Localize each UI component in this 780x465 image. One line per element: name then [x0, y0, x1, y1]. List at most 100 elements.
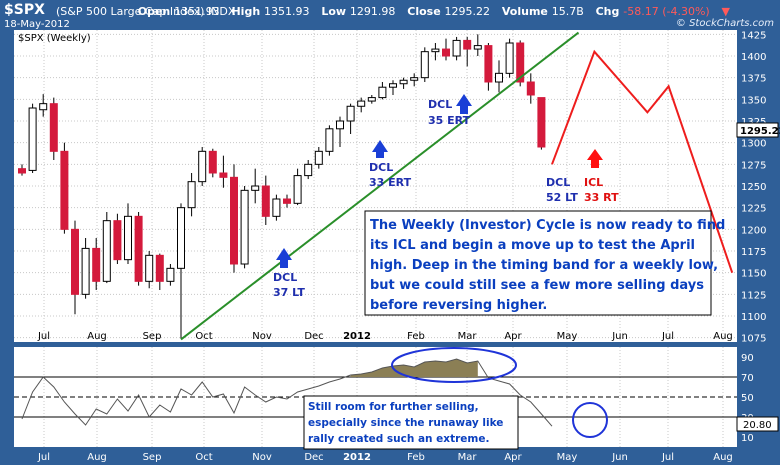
- copyright-notice: © StockCharts.com: [675, 18, 774, 29]
- low-label: Low: [321, 5, 347, 18]
- cycle-label-dcl-37-detail: 37 LT: [273, 286, 305, 299]
- cycle-label-dcl-52-name: DCL: [546, 176, 570, 189]
- month-label: May: [557, 452, 578, 463]
- candle-body: [367, 97, 376, 102]
- cycle-label-dcl-37-name: DCL: [273, 271, 297, 284]
- candle-body: [420, 51, 429, 79]
- down-triangle-icon: ▼: [721, 5, 730, 18]
- rsi-extreme-fill: [350, 359, 478, 377]
- open-value: 1351.93: [174, 5, 220, 18]
- chg-label: Chg: [595, 5, 620, 18]
- candle-body: [134, 215, 143, 282]
- month-label: Nov: [252, 452, 272, 463]
- candle-body: [325, 128, 334, 152]
- candle-body: [177, 207, 185, 269]
- candle-body: [230, 176, 238, 265]
- month-label: Apr: [504, 331, 522, 342]
- candle-body: [60, 150, 69, 230]
- uptrend-line: [180, 31, 580, 341]
- close-label: Close: [407, 5, 441, 18]
- price-tick-label: 1425: [741, 30, 766, 41]
- price-tick-label: 1150: [741, 269, 766, 280]
- rsi-oversold-highlight: [572, 402, 608, 438]
- last-price-tag: 1295.22: [736, 122, 780, 138]
- month-label: Aug: [713, 331, 733, 342]
- rsi-annotation-box: Still room for further selling, especial…: [303, 395, 519, 450]
- price-tick-label: 1275: [741, 160, 766, 171]
- month-axis-rsi: Jul Aug Sep Oct Nov Dec 2012 Feb Mar Apr May Jun Jul…: [37, 452, 733, 463]
- chart-date: 18-May-2012: [4, 19, 70, 30]
- index-name-text: (S&P 500 Large Cap Index): [56, 5, 205, 18]
- cycle-label-dcl-35-name: DCL: [428, 98, 452, 111]
- candle-body: [219, 172, 228, 178]
- candle-body: [537, 97, 546, 148]
- month-label: Aug: [87, 331, 107, 342]
- candle-body: [49, 103, 58, 152]
- candle-body: [261, 185, 270, 217]
- candle-body: [410, 77, 419, 81]
- candle-body: [389, 83, 397, 88]
- last-rsi-value: 20.80: [743, 420, 772, 431]
- price-tick-label: 1100: [741, 312, 766, 323]
- month-axis-price: Jul Aug Sep Oct Nov Dec 2012 Feb Mar Apr May Jun Jul…: [37, 331, 733, 342]
- month-label: Feb: [407, 452, 425, 463]
- rsi-tick-label: 50: [741, 393, 754, 404]
- price-gridlines: [14, 30, 737, 342]
- last-price-value: 1295.22: [740, 126, 780, 137]
- arrow-icl: [587, 149, 603, 168]
- candle-body: [240, 189, 249, 265]
- candle-body: [39, 103, 48, 111]
- price-annotation-line-3: high. Deep in the timing band for a week…: [370, 258, 718, 273]
- cycle-projection-line: [551, 49, 734, 273]
- month-label: Oct: [195, 331, 212, 342]
- rsi-tick-label: 10: [741, 433, 754, 444]
- price-annotation-line-2: its ICL and begin a move up to test the …: [370, 238, 695, 253]
- candlestick-series: [18, 34, 546, 339]
- month-label: Jul: [37, 331, 50, 342]
- price-tick-label: 1375: [741, 74, 766, 85]
- volume-label: Volume: [501, 5, 548, 18]
- candle-body: [463, 39, 472, 50]
- price-annotation-line-5: before reversing higher.: [370, 298, 547, 313]
- price-annotation-line-1: The Weekly (Investor) Cycle is now ready…: [370, 218, 725, 233]
- month-label: Apr: [504, 452, 522, 463]
- month-label: Jul: [37, 452, 50, 463]
- month-label: Jun: [611, 331, 628, 342]
- volume-value: 15.7B: [551, 5, 584, 18]
- candle-body: [304, 163, 313, 177]
- candle-body: [208, 150, 217, 174]
- arrow-dcl-33: [372, 140, 388, 158]
- candle-body: [484, 45, 493, 83]
- candle-body: [314, 150, 323, 165]
- month-label: Feb: [407, 331, 425, 342]
- arrow-dcl-37: [276, 248, 292, 268]
- candle-body: [92, 247, 101, 282]
- candle-body: [166, 267, 175, 282]
- candle-body: [505, 42, 514, 74]
- cycle-label-dcl-33-detail: 33 ERT: [369, 176, 412, 189]
- candle-body: [442, 48, 450, 57]
- cycle-label-dcl-33-name: DCL: [369, 161, 393, 174]
- candle-body: [283, 198, 291, 204]
- candle-body: [145, 254, 154, 282]
- last-rsi-tag: 20.80: [736, 416, 779, 432]
- price-tick-label: 1300: [741, 139, 766, 150]
- candle-body: [293, 175, 302, 204]
- open-label: Open: [137, 5, 171, 18]
- price-tick-label: 1250: [741, 182, 766, 193]
- month-label: Mar: [458, 452, 478, 463]
- price-tick-label: 1075: [741, 334, 766, 345]
- price-tick-label: 1175: [741, 247, 766, 258]
- price-axis: 1075 1100 1125 1150 1175 1200 1225 1250 1275 1300…: [741, 30, 766, 344]
- exchange-label: INDX: [207, 5, 236, 18]
- rsi-extreme-highlight: [391, 347, 517, 383]
- cycle-label-icl-name: ICL: [584, 176, 603, 189]
- month-label: Jul: [661, 452, 674, 463]
- month-label: Aug: [87, 452, 107, 463]
- arrow-dcl-35: [456, 94, 472, 114]
- candle-body: [495, 72, 503, 83]
- low-value: 1291.98: [349, 5, 396, 18]
- month-label: Dec: [304, 331, 323, 342]
- candle-body: [155, 254, 164, 282]
